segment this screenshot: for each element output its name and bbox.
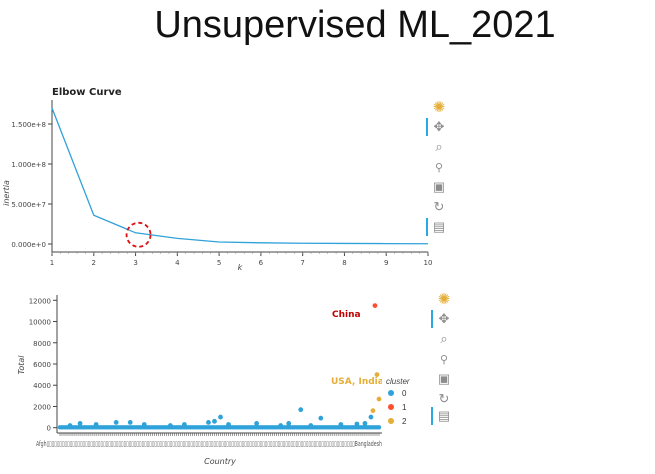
active-tool-indicator: [426, 218, 428, 236]
scatter-point-cluster-0: [226, 422, 231, 427]
legend-item[interactable]: 0: [388, 386, 430, 400]
scatter-y-tick-label: 8000: [33, 340, 51, 348]
reset-tool-icon[interactable]: ↻: [433, 199, 445, 214]
scatter-point-cluster-0: [362, 421, 368, 426]
elbow-x-tick-label: 8: [342, 259, 346, 267]
legend-marker: [388, 418, 394, 424]
scatter-point-cluster-0: [254, 421, 260, 426]
scatter-point-cluster-2: [374, 372, 380, 378]
pan-tool-icon[interactable]: ✥: [433, 119, 445, 134]
hover-tool-icon[interactable]: ▤: [432, 219, 446, 234]
scatter-point-cluster-0: [218, 414, 223, 420]
scatter-point-cluster-0: [338, 422, 344, 427]
scatter-point-cluster-0: [167, 423, 173, 428]
scatter-legend: cluster 0 1 2: [382, 373, 430, 431]
elbow-y-tick-label: 0.000e+0: [11, 241, 46, 249]
elbow-y-axis-label: inertia: [2, 180, 11, 206]
hover-tool-icon[interactable]: ▤: [437, 408, 451, 423]
elbow-toolbar: ✺ ✥ ⌕ ⚲ ▣ ↻ ▤: [426, 98, 452, 258]
active-tool-indicator: [431, 310, 433, 328]
annotation-usa-india: USA, India: [331, 377, 384, 387]
box-zoom-tool-icon[interactable]: ⌕: [435, 139, 443, 154]
active-tool-indicator: [431, 407, 433, 425]
scatter-point-cluster-0: [318, 415, 324, 421]
elbow-x-tick-label: 10: [424, 259, 432, 267]
elbow-y-tick-label: 1.500e+8: [11, 121, 46, 129]
save-tool-icon[interactable]: ▣: [432, 179, 446, 194]
scatter-point-cluster-0: [368, 414, 374, 420]
elbow-x-tick-label: 7: [300, 259, 304, 267]
wheel-zoom-tool-icon[interactable]: ⚲: [434, 161, 444, 174]
scatter-point-cluster-1: [372, 303, 378, 309]
scatter-point-cluster-2: [370, 408, 376, 414]
scatter-y-tick-label: 4000: [33, 382, 51, 390]
legend-item[interactable]: 1: [388, 400, 430, 414]
scatter-point-cluster-0: [298, 407, 304, 413]
scatter-point-cluster-0: [77, 421, 83, 426]
elbow-y-tick-label: 5.000e+7: [11, 201, 46, 209]
scatter-toolbar: ✺ ✥ ⌕ ⚲ ▣ ↻ ▤: [431, 290, 457, 430]
legend-items: 0 1 2: [382, 386, 430, 428]
elbow-x-tick-label: 1: [50, 259, 54, 267]
scatter-point-cluster-0: [127, 419, 133, 425]
scatter-point-cluster-0: [141, 422, 147, 427]
wheel-zoom-tool-icon[interactable]: ⚲: [439, 353, 449, 366]
elbow-x-axis-label: k: [238, 263, 243, 272]
elbow-chart-title: Elbow Curve: [52, 87, 122, 98]
scatter-x-axis-label: Country: [204, 457, 236, 466]
elbow-curve-line: [51, 107, 429, 245]
scatter-point-cluster-0: [308, 423, 314, 428]
scatter-point-cluster-0: [93, 422, 99, 427]
legend-label: 1: [402, 402, 407, 412]
elbow-x-tick-label: 6: [259, 259, 264, 267]
scatter-point-cluster-0: [212, 418, 217, 424]
bokeh-logo-icon[interactable]: ✺: [437, 291, 451, 308]
scatter-chart: 0 2000 4000 6000 8000 10000 12000 Afgh▯▯▯▯▯▯▯▯▯…: [17, 295, 384, 466]
legend-label: 0: [402, 388, 407, 398]
scatter-y-tick-label: 6000: [33, 361, 51, 369]
scatter-chart-panel: 0 2000 4000 6000 8000 10000 12000 Afgh▯▯▯▯▯▯▯▯▯…: [0, 285, 470, 474]
legend-item[interactable]: 2: [388, 414, 430, 428]
elbow-x-tick-label: 9: [384, 259, 388, 267]
scatter-point-cluster-0: [286, 421, 292, 426]
save-tool-icon[interactable]: ▣: [437, 371, 451, 386]
reset-tool-icon[interactable]: ↻: [438, 391, 450, 406]
scatter-point-cluster-0: [67, 423, 73, 428]
scatter-y-axis-label: Total: [17, 355, 26, 375]
legend-label: 2: [402, 416, 407, 426]
elbow-chart: Elbow Curve 0.000e+0 5.000e+7 1.000e+8 1.50…: [2, 87, 432, 272]
scatter-y-tick-label: 2000: [33, 403, 51, 411]
elbow-x-tick-label: 5: [217, 259, 221, 267]
box-zoom-tool-icon[interactable]: ⌕: [440, 331, 448, 346]
scatter-point-cluster-0: [206, 419, 211, 425]
scatter-point-cluster-0: [113, 419, 119, 425]
elbow-x-tick-label: 4: [175, 259, 180, 267]
scatter-point-cluster-0: [376, 425, 382, 430]
legend-marker: [388, 390, 394, 396]
scatter-point-cluster-2: [376, 396, 382, 402]
scatter-y-tick-label: 12000: [29, 297, 51, 305]
elbow-chart-panel: Elbow Curve 0.000e+0 5.000e+7 1.000e+8 1.50…: [0, 80, 455, 280]
elbow-x-tick-label: 3: [133, 259, 137, 267]
pan-tool-icon[interactable]: ✥: [438, 311, 450, 326]
scatter-x-tick-labels: Afgh▯▯▯▯▯▯▯▯▯▯▯▯▯▯▯▯▯▯▯▯▯▯▯▯▯▯▯▯▯▯▯▯▯▯▯▯…: [36, 440, 382, 448]
active-tool-indicator: [426, 118, 428, 136]
legend-marker: [388, 404, 394, 410]
scatter-point-cluster-0: [278, 423, 284, 428]
scatter-point-cluster-0: [181, 422, 187, 427]
annotation-china: China: [332, 310, 361, 320]
legend-title: cluster: [386, 377, 410, 386]
scatter-y-tick-label: 0: [47, 425, 51, 433]
scatter-point-cluster-0: [354, 421, 360, 427]
scatter-y-tick-label: 10000: [29, 319, 51, 327]
slide-title: Unsupervised ML_2021: [154, 4, 556, 46]
elbow-point-highlight-circle: [125, 221, 152, 248]
bokeh-logo-icon[interactable]: ✺: [432, 99, 446, 116]
elbow-y-tick-label: 1.000e+8: [11, 161, 46, 169]
elbow-x-tick-label: 2: [92, 259, 96, 267]
